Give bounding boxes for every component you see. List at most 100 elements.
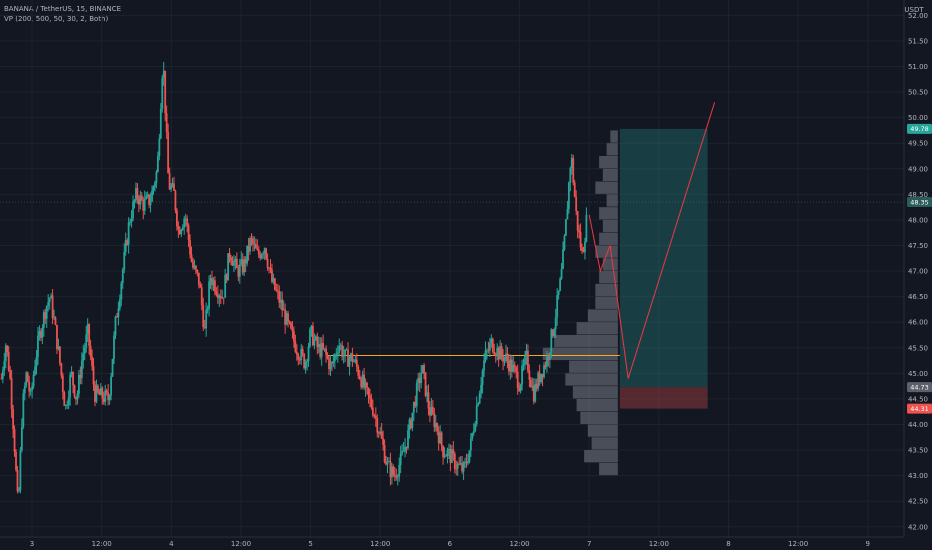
candle-body (88, 323, 91, 346)
candle-body (135, 188, 137, 201)
candle-body (47, 302, 50, 307)
candle-body (98, 391, 101, 396)
candle-body (70, 372, 73, 375)
candle-body (126, 240, 129, 245)
candle-body (133, 200, 136, 202)
candle-body (293, 331, 295, 342)
candle-body (4, 345, 7, 361)
projection-path[interactable] (588, 102, 716, 379)
candle-body (364, 382, 367, 388)
candle-body (516, 371, 519, 389)
candle-body (56, 324, 58, 350)
indicator-legend[interactable]: VP (200, 500, 50, 30, 2, Both) (4, 15, 109, 23)
candle-body (386, 461, 389, 465)
candle-body (459, 463, 462, 465)
candle-body (380, 431, 383, 439)
candle-body (48, 298, 51, 303)
volume-profile-bar (542, 347, 618, 361)
candle-body (411, 412, 414, 429)
candle-body (325, 348, 327, 355)
candle-body (234, 258, 237, 262)
candle-body (184, 218, 187, 220)
volume-profile-bar (599, 232, 618, 245)
candle-body (484, 350, 487, 361)
long-position-tool[interactable] (619, 128, 708, 409)
candle-body (294, 341, 297, 352)
candle-body (455, 468, 458, 470)
time-tick-label: 12:00 (92, 540, 112, 548)
volume-profile-bar (569, 360, 618, 373)
candle-body (91, 356, 93, 366)
time-tick-label: 12:00 (649, 540, 669, 548)
candle-body (499, 346, 502, 360)
candle-body (565, 219, 567, 236)
candle-body (426, 392, 428, 396)
candle-body (559, 278, 561, 291)
price-tag-label: 48.35 (910, 198, 929, 206)
candle-body (177, 226, 180, 230)
candle-body (431, 406, 434, 414)
price-axis[interactable]: 42.00 42.50 43.00 43.50 44.00 44.50 45.00 45.50… (903, 0, 932, 550)
volume-profile-bar (576, 322, 618, 335)
candle-body (97, 385, 99, 392)
candle-body (497, 347, 500, 360)
candle-body (363, 374, 366, 388)
candle-body (379, 431, 382, 434)
candle-body (165, 113, 168, 133)
candle-body (76, 393, 79, 400)
candle-body (575, 196, 578, 212)
candle-body (546, 356, 548, 367)
candle-body (335, 354, 338, 356)
candle-body (500, 346, 503, 356)
candle-body (216, 294, 219, 299)
candle-body (237, 268, 240, 277)
candle-body (487, 350, 490, 352)
candle-body (445, 455, 447, 457)
candle-body (78, 374, 80, 394)
candle-body (28, 381, 31, 392)
candle-body (581, 247, 583, 251)
candle-body (290, 322, 292, 329)
volume-profile-bar (587, 424, 618, 437)
volume-profile-bar (595, 245, 618, 258)
candle-body (443, 455, 446, 458)
candle-body (449, 448, 452, 463)
candle-body (164, 70, 167, 114)
candle-body (464, 461, 466, 464)
candle-body (488, 343, 491, 351)
candle-body (376, 418, 379, 433)
candle-body (151, 190, 153, 202)
candle-body (159, 108, 162, 139)
candle-body (61, 375, 64, 393)
volume-profile-bar (599, 271, 618, 284)
candle-body (99, 387, 102, 396)
candle-body (313, 339, 316, 346)
candle-body (259, 254, 262, 259)
candle-body (263, 248, 266, 254)
candle-body (360, 378, 363, 388)
candle-body (404, 446, 406, 452)
candle-body (532, 385, 535, 402)
candle-body (393, 475, 396, 476)
candle-body (250, 238, 253, 240)
time-axis[interactable]: 3 12:00 4 12:00 5 12:00 6 12:00 7 12:00 8 12:00 9 (0, 536, 904, 550)
price-tick-label: 50.50 (908, 89, 928, 97)
candle-body (92, 365, 95, 385)
candle-body (149, 201, 152, 206)
candle-body (319, 343, 322, 357)
candle-body (262, 253, 265, 255)
candle-body (72, 372, 74, 386)
candle-body (156, 156, 159, 172)
candle-body (120, 283, 123, 300)
price-tick-label: 47.50 (908, 242, 928, 250)
candle-body (175, 210, 178, 227)
candle-body (257, 249, 260, 255)
candle-body (462, 463, 465, 472)
volume-profile-bar (599, 462, 618, 476)
candle-body (39, 331, 42, 338)
symbol-legend[interactable]: BANANA / TetherUS, 15, BINANCE (4, 5, 122, 13)
candle-body (0, 378, 3, 380)
candle-body (585, 214, 588, 242)
price-tick-label: 47.00 (908, 268, 928, 276)
